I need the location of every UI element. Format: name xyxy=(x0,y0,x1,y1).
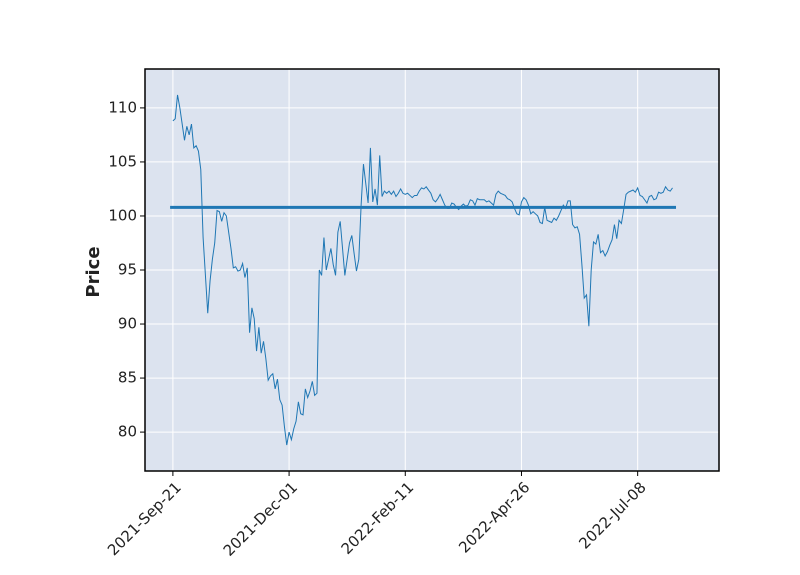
y-axis-label: Price xyxy=(83,246,104,297)
y-tick-label: 90 xyxy=(118,315,137,333)
price-line xyxy=(172,94,673,446)
x-tick-label: 2022-Jul-08 xyxy=(575,478,649,552)
y-tick-label: 100 xyxy=(108,206,137,224)
x-tick-label: 2021-Dec-01 xyxy=(220,478,301,559)
y-tick-label: 80 xyxy=(118,423,137,441)
y-tick-label: 85 xyxy=(118,369,137,387)
y-tick-label: 95 xyxy=(118,261,137,279)
y-tick-label: 110 xyxy=(108,98,137,116)
x-tick-label: 2022-Apr-26 xyxy=(455,478,533,556)
x-tick-label: 2021-Sep-21 xyxy=(104,478,185,559)
x-tick-label: 2022-Feb-11 xyxy=(338,478,418,558)
y-tick-label: 105 xyxy=(108,152,137,170)
